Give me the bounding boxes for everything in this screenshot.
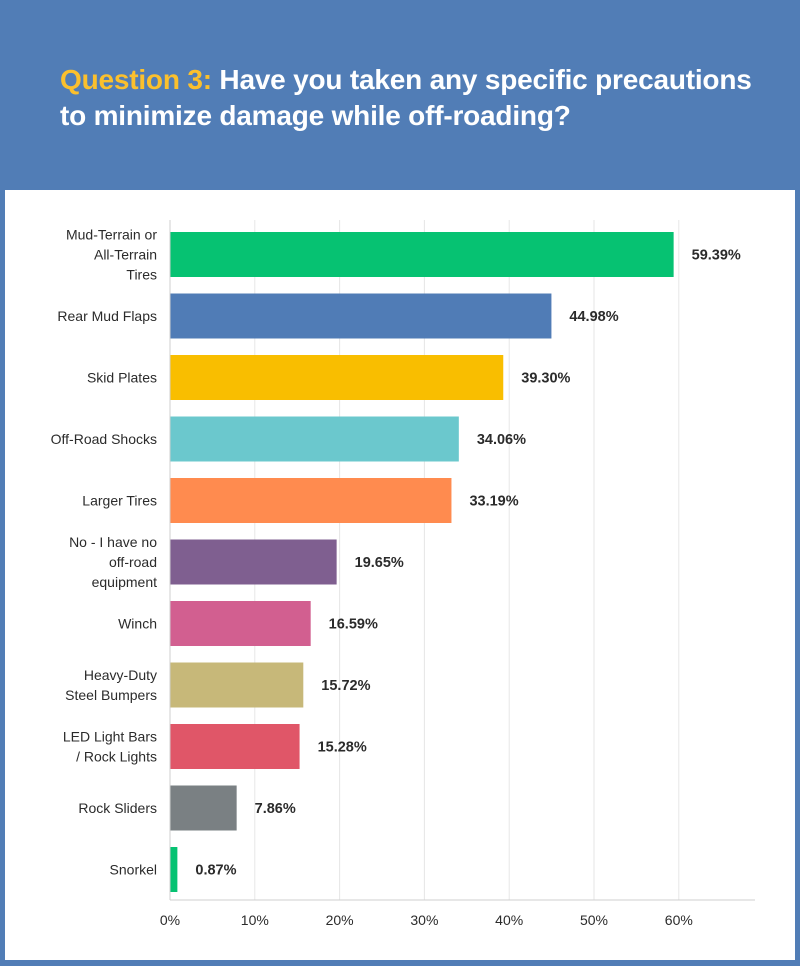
bar xyxy=(170,601,311,646)
category-label: Heavy-Duty xyxy=(84,667,157,683)
value-label: 7.86% xyxy=(255,801,296,817)
x-tick-label: 60% xyxy=(665,912,693,928)
value-label: 44.98% xyxy=(569,309,618,325)
bar xyxy=(170,355,504,400)
category-label: Winch xyxy=(118,616,157,632)
value-label: 34.06% xyxy=(477,432,526,448)
question-number: Question 3: xyxy=(60,64,212,95)
value-label: 19.65% xyxy=(355,555,404,571)
bar xyxy=(170,232,674,277)
question-title: Question 3: Have you taken any specific … xyxy=(60,62,780,134)
category-label: Snorkel xyxy=(110,862,157,878)
category-label: Rock Sliders xyxy=(78,800,157,816)
category-label: off-road xyxy=(109,554,157,570)
value-labels: 59.39% 44.98% 39.30% 34.06% 33.19% 19.65% 16.5… xyxy=(195,248,741,879)
category-label: LED Light Bars xyxy=(63,729,157,745)
category-label: Off-Road Shocks xyxy=(51,431,157,447)
category-label: Larger Tires xyxy=(82,493,157,509)
value-label: 15.28% xyxy=(318,740,367,756)
bar xyxy=(170,662,304,708)
chart-panel: Mud-Terrain or All-Terrain Tires Rear Mud F… xyxy=(5,190,795,960)
x-tick-label: 30% xyxy=(410,912,438,928)
category-label: / Rock Lights xyxy=(76,749,157,765)
category-label: Rear Mud Flaps xyxy=(57,308,157,324)
value-label: 39.30% xyxy=(521,371,570,387)
value-label: 59.39% xyxy=(692,248,741,264)
category-label: Tires xyxy=(126,267,157,283)
question-text: Have you taken any specific precautions … xyxy=(60,64,752,131)
bar xyxy=(170,293,552,339)
x-tick-label: 0% xyxy=(160,912,180,928)
x-tick-label: 20% xyxy=(326,912,354,928)
value-label: 16.59% xyxy=(329,617,378,633)
category-label: Skid Plates xyxy=(87,370,157,386)
bar-chart: Mud-Terrain or All-Terrain Tires Rear Mud F… xyxy=(51,220,755,928)
header: Question 3: Have you taken any specific … xyxy=(0,0,800,190)
x-tick-label: 50% xyxy=(580,912,608,928)
x-tick-label: 40% xyxy=(495,912,523,928)
category-label: Mud-Terrain or xyxy=(66,227,157,243)
bar xyxy=(170,724,300,769)
x-tick-label: 10% xyxy=(241,912,269,928)
x-axis: 0% 10% 20% 30% 40% 50% 60% xyxy=(160,220,755,928)
bar xyxy=(170,478,452,523)
bar xyxy=(170,847,178,892)
category-label: equipment xyxy=(92,574,157,590)
value-label: 33.19% xyxy=(469,494,518,510)
bar xyxy=(170,416,459,462)
category-labels: Mud-Terrain or All-Terrain Tires Rear Mud F… xyxy=(51,227,158,878)
bar xyxy=(170,785,237,831)
category-label: All-Terrain xyxy=(94,247,157,263)
category-label: No - I have no xyxy=(69,534,157,550)
value-label: 15.72% xyxy=(321,678,370,694)
bar xyxy=(170,539,337,585)
value-label: 0.87% xyxy=(195,863,236,879)
bars xyxy=(170,232,674,892)
category-label: Steel Bumpers xyxy=(65,687,157,703)
